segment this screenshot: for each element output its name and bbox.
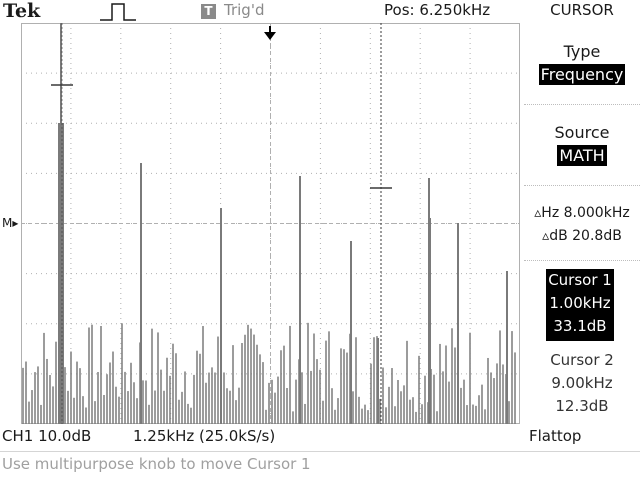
cursor2-frequency: 9.00kHz	[551, 374, 613, 392]
status-divider	[0, 451, 640, 452]
graticule-grid	[21, 23, 520, 424]
menu-divider	[524, 185, 640, 186]
menu-divider	[524, 260, 640, 261]
position-readout: Pos: 6.250kHz	[384, 1, 491, 19]
source-value: MATH	[557, 145, 607, 166]
cursor2-level: 12.3dB	[555, 397, 609, 415]
type-value: Frequency	[538, 64, 626, 85]
cursor1-level: 33.1dB	[553, 317, 607, 335]
channel1-scale-readout: CH1 10.0dB	[2, 427, 92, 445]
arrow-right-icon: ▸	[12, 216, 19, 230]
type-menu-button[interactable]: Type Frequency	[524, 40, 640, 86]
cursor2-menu-button[interactable]: Cursor 2 9.00kHz 12.3dB	[524, 349, 640, 418]
trigger-mode-badge: T	[201, 4, 216, 19]
cursor-lines	[51, 23, 392, 424]
type-label: Type	[563, 42, 601, 61]
spectrum-display	[21, 23, 520, 424]
delta-db-readout: ▵dB 20.8dB	[542, 228, 622, 244]
source-label: Source	[554, 123, 610, 142]
timebase-readout: 1.25kHz (25.0kS/s)	[133, 427, 276, 445]
cursor1-title: Cursor 1	[548, 271, 612, 289]
brand-logo: Tek	[3, 0, 41, 22]
delta-hz-readout: ▵Hz 8.000kHz	[534, 205, 630, 221]
cursor1-frequency: 1.00kHz	[549, 294, 611, 312]
menu-title: CURSOR	[550, 1, 614, 19]
fft-window-readout: Flattop	[529, 427, 582, 445]
math-reference-marker: M▸	[2, 216, 18, 230]
cursor1-menu-button[interactable]: Cursor 1 1.00kHz 33.1dB	[546, 269, 614, 341]
fundamental-peak	[58, 123, 64, 424]
fft-trace	[22, 23, 516, 424]
hint-message: Use multipurpose knob to move Cursor 1	[2, 455, 311, 473]
trigger-status: Trig'd	[224, 1, 265, 19]
math-marker-label: M	[2, 216, 13, 230]
pulse-icon	[100, 3, 136, 21]
down-arrow-icon	[264, 26, 276, 40]
source-menu-button[interactable]: Source MATH	[524, 121, 640, 167]
cursor2-title: Cursor 2	[550, 351, 614, 369]
delta-readout: ▵Hz 8.000kHz ▵dB 20.8dB	[524, 202, 640, 248]
menu-divider	[524, 104, 640, 105]
